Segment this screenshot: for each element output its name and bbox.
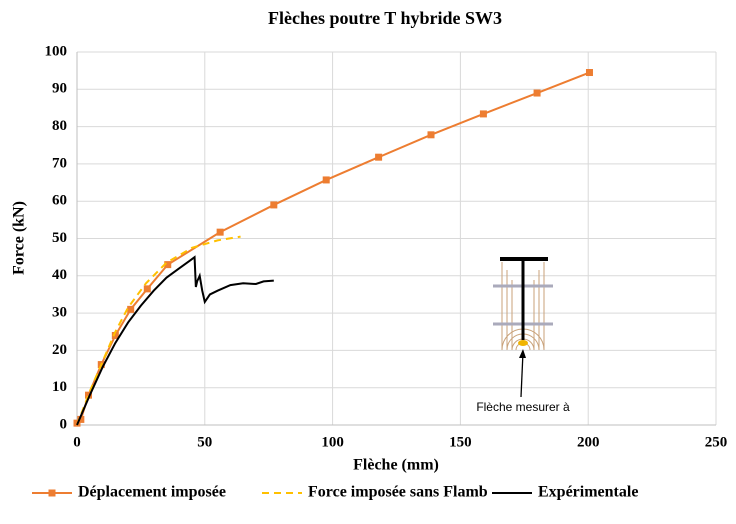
- marker: [322, 176, 330, 184]
- marker: [85, 391, 93, 399]
- marker: [479, 110, 487, 118]
- y-tick-label: 30: [52, 305, 67, 321]
- marker: [77, 415, 85, 423]
- marker: [216, 228, 224, 236]
- marker: [127, 305, 135, 313]
- y-tick-label: 90: [52, 81, 67, 97]
- marker: [143, 285, 151, 293]
- series-line: [76, 71, 590, 424]
- marker: [164, 261, 172, 269]
- marker: [533, 89, 541, 97]
- y-tick-label: 20: [52, 342, 67, 358]
- legend-label: Déplacement imposée: [78, 484, 226, 501]
- series-line: [76, 255, 274, 426]
- x-axis-label: Flèche (mm): [353, 457, 439, 474]
- y-tick-label: 60: [52, 193, 67, 209]
- annotation: Flèche mesurer à: [476, 400, 570, 414]
- y-tick-label: 40: [52, 267, 67, 283]
- legend-marker: [48, 489, 56, 497]
- y-tick-label: 80: [52, 118, 67, 134]
- legend-label: Expérimentale: [538, 484, 638, 501]
- y-tick-label: 100: [45, 43, 68, 59]
- y-tick-label: 10: [52, 379, 67, 395]
- marker: [427, 131, 435, 139]
- chart-title: Flèches poutre T hybride SW3: [268, 8, 502, 28]
- x-tick-label: 0: [73, 434, 81, 450]
- series-line: [76, 235, 241, 426]
- x-tick-label: 250: [705, 434, 728, 450]
- marker: [375, 153, 383, 161]
- legend-label: Force imposée sans Flamb: [308, 484, 488, 501]
- y-tick-label: 0: [60, 416, 68, 432]
- y-tick-label: 70: [52, 155, 67, 171]
- x-tick-label: 150: [449, 434, 472, 450]
- marker: [585, 69, 593, 77]
- x-tick-label: 200: [577, 434, 600, 450]
- y-tick-label: 50: [52, 230, 67, 246]
- beam-inset: [493, 257, 553, 398]
- marker: [111, 331, 119, 339]
- marker: [270, 201, 278, 209]
- x-tick-label: 100: [321, 434, 344, 450]
- y-axis-label: Force (kN): [11, 201, 28, 275]
- x-tick-label: 50: [197, 434, 212, 450]
